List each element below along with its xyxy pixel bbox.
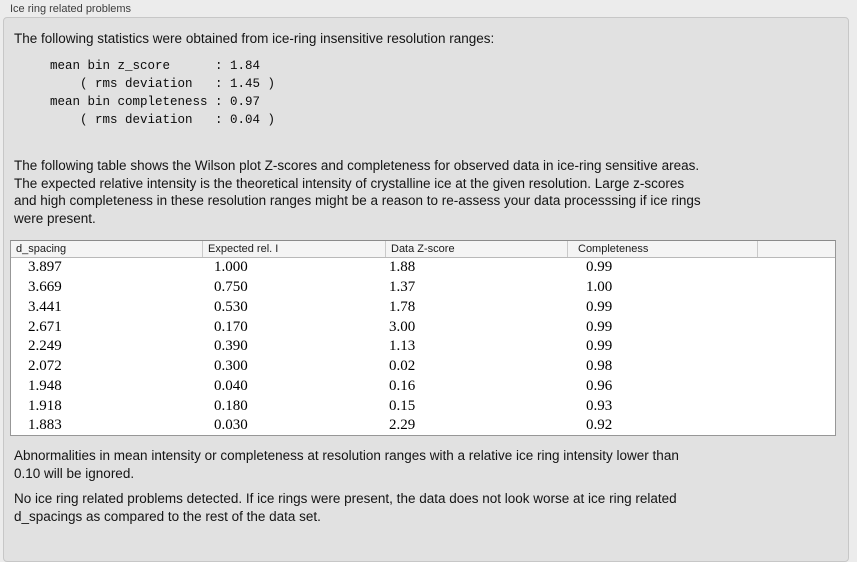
table-cell: 2.29 [389,417,416,434]
table-cell: 1.37 [389,279,416,296]
table-cell: 0.99 [586,318,613,335]
table-cell: 1.883 [28,417,62,434]
stats-block: mean bin z_score : 1.84 ( rms deviation … [50,59,276,127]
column-header-empty [758,241,835,257]
table-cell: 0.180 [214,397,248,414]
table-cell: 0.530 [214,298,248,315]
table-cell: 0.16 [389,377,416,394]
table-cell: 0.98 [586,358,613,375]
panel-title: Ice ring related problems [10,3,132,15]
conclusion-text: No ice ring related problems detected. I… [14,491,677,524]
table-cell: 0.300 [214,358,248,375]
table-cell: 3.897 [28,259,62,276]
table-cell: 0.93 [586,397,613,414]
table-cell: 0.99 [586,338,613,355]
table-cell: 0.040 [214,377,248,394]
table-row[interactable]: 3.669 0.750 1.37 1.00 [11,278,835,298]
table-cell: 0.15 [389,397,416,414]
table-body: 3.897 1.000 1.88 0.99 3.669 0.750 1.37 1.00 3.44… [11,258,835,436]
table-cell: 1.000 [214,259,248,276]
table-cell: 1.88 [389,259,416,276]
ice-ring-table[interactable]: d_spacing Expected rel. I Data Z-score C… [10,240,836,436]
table-cell: 0.96 [586,377,613,394]
table-row[interactable]: 3.441 0.530 1.78 0.99 [11,298,835,318]
description-text: The following table shows the Wilson plo… [14,158,701,226]
table-cell: 0.02 [389,358,416,375]
table-cell: 1.918 [28,397,62,414]
table-cell: 0.99 [586,298,613,315]
table-cell: 1.13 [389,338,416,355]
table-cell: 0.030 [214,417,248,434]
column-header-d-spacing[interactable]: d_spacing [11,241,203,257]
table-cell: 2.249 [28,338,62,355]
column-header-completeness[interactable]: Completeness [568,241,758,257]
column-header-expected-rel-i[interactable]: Expected rel. I [203,241,386,257]
table-cell: 0.99 [586,259,613,276]
table-cell: 2.671 [28,318,62,335]
table-cell: 3.00 [389,318,416,335]
table-row[interactable]: 3.897 1.000 1.88 0.99 [11,258,835,278]
table-row[interactable]: 1.918 0.180 0.15 0.93 [11,396,835,416]
table-cell: 3.669 [28,279,62,296]
table-cell: 1.78 [389,298,416,315]
table-cell: 3.441 [28,298,62,315]
table-row[interactable]: 2.671 0.170 3.00 0.99 [11,317,835,337]
table-cell: 0.92 [586,417,613,434]
table-cell: 2.072 [28,358,62,375]
intro-text: The following statistics were obtained f… [14,31,495,46]
table-cell: 0.170 [214,318,248,335]
table-row[interactable]: 2.072 0.300 0.02 0.98 [11,357,835,377]
table-header-row: d_spacing Expected rel. I Data Z-score C… [11,241,835,258]
table-row[interactable]: 1.883 0.030 2.29 0.92 [11,416,835,436]
ignore-note-text: Abnormalities in mean intensity or compl… [14,448,679,481]
table-row[interactable]: 1.948 0.040 0.16 0.96 [11,377,835,397]
column-header-data-z-score[interactable]: Data Z-score [386,241,568,257]
table-row[interactable]: 2.249 0.390 1.13 0.99 [11,337,835,357]
table-cell: 0.750 [214,279,248,296]
table-cell: 1.948 [28,377,62,394]
table-cell: 0.390 [214,338,248,355]
table-cell: 1.00 [586,279,613,296]
